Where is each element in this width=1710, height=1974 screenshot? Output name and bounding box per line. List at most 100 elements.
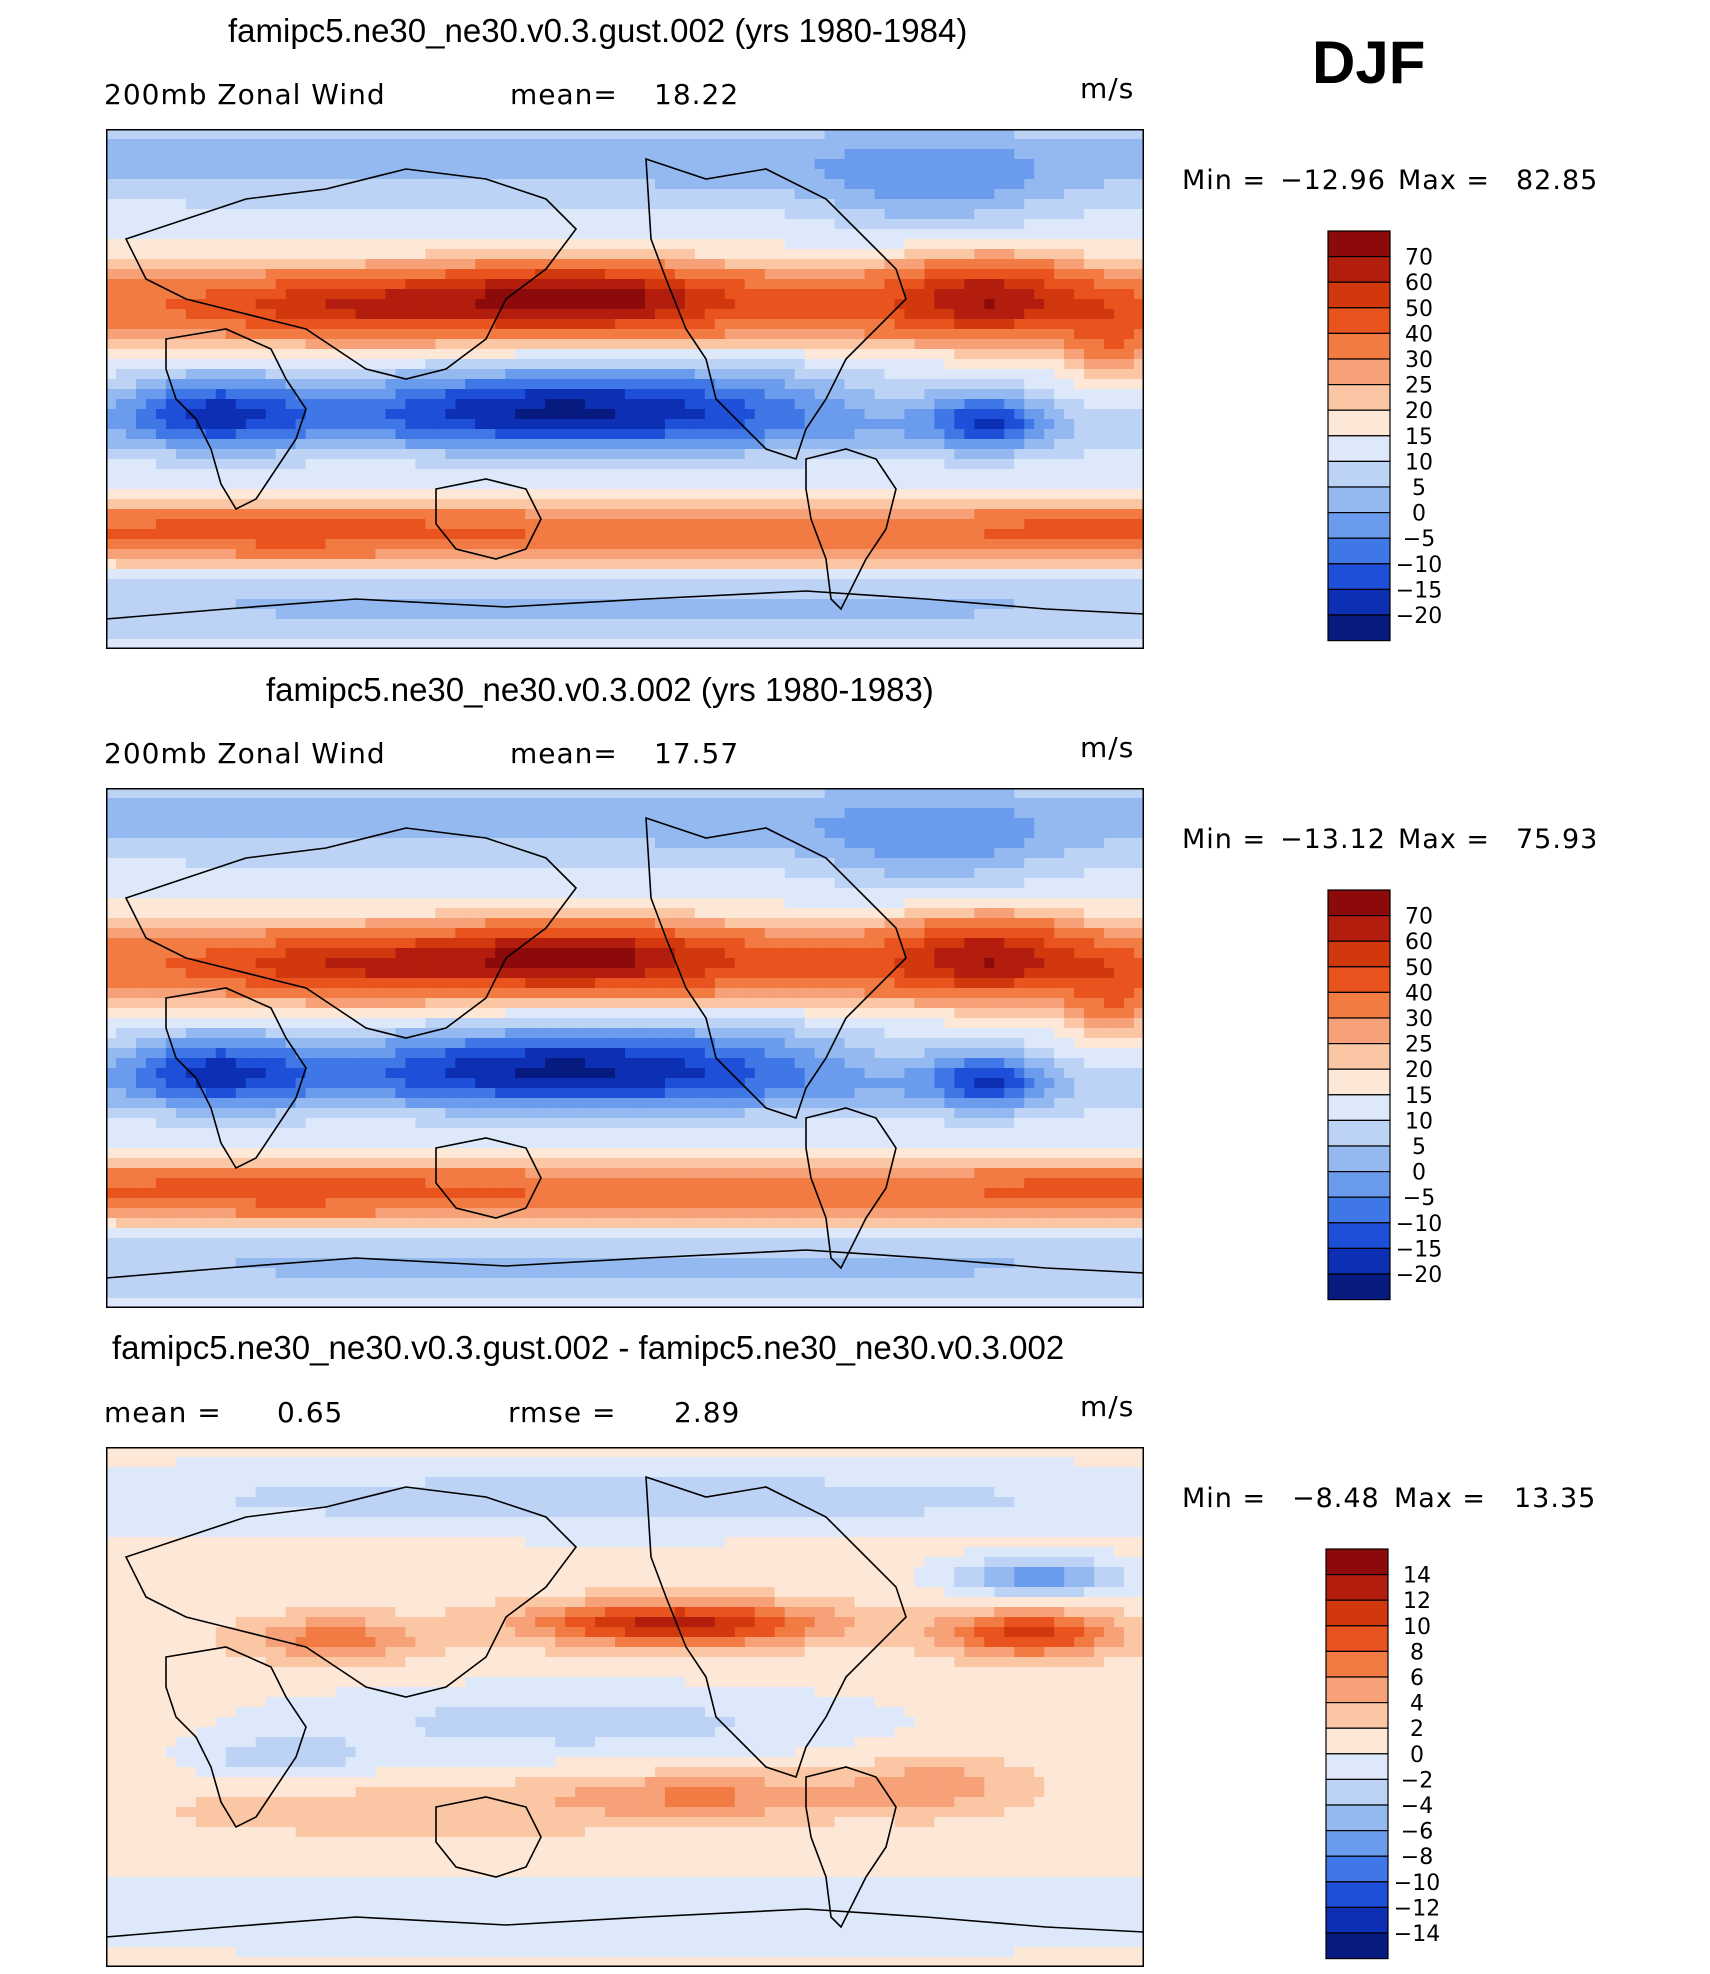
field-cell bbox=[245, 299, 257, 310]
field-cell bbox=[195, 339, 207, 350]
field-cell bbox=[106, 259, 117, 270]
field-cell bbox=[924, 529, 935, 540]
field-cell bbox=[575, 359, 586, 370]
field-cell bbox=[455, 439, 466, 450]
field-cell bbox=[345, 409, 357, 420]
field-cell bbox=[634, 269, 646, 280]
field-cell bbox=[365, 579, 377, 590]
field-cell bbox=[1014, 559, 1025, 570]
field-cell bbox=[175, 179, 187, 190]
field-cell bbox=[215, 169, 227, 180]
field-cell bbox=[674, 579, 686, 590]
field-cell bbox=[1054, 399, 1065, 410]
field-cell bbox=[1094, 419, 1105, 430]
field-cell bbox=[545, 529, 556, 540]
field-cell bbox=[505, 149, 516, 160]
field-cell bbox=[714, 499, 726, 510]
field-cell bbox=[425, 399, 436, 410]
field-cell bbox=[674, 449, 686, 460]
field-cell bbox=[974, 509, 985, 520]
field-cell bbox=[225, 309, 237, 320]
field-cell bbox=[954, 389, 965, 400]
field-cell bbox=[1054, 269, 1065, 280]
field-cell bbox=[425, 249, 436, 260]
field-cell bbox=[634, 479, 646, 490]
field-cell bbox=[634, 599, 646, 610]
field-cell bbox=[495, 279, 506, 290]
field-cell bbox=[734, 399, 746, 410]
field-cell bbox=[674, 259, 686, 270]
field-cell bbox=[235, 179, 247, 190]
field-cell bbox=[135, 569, 147, 580]
field-cell bbox=[964, 579, 975, 590]
field-cell bbox=[475, 509, 486, 520]
field-cell bbox=[1134, 569, 1144, 580]
field-cell bbox=[1004, 289, 1015, 300]
field-cell bbox=[734, 479, 746, 490]
field-cell bbox=[505, 449, 516, 460]
field-cell bbox=[804, 399, 816, 410]
field-cell bbox=[854, 359, 866, 370]
field-cell bbox=[125, 549, 137, 560]
field-cell bbox=[934, 449, 945, 460]
field-cell bbox=[375, 459, 387, 470]
field-cell bbox=[694, 149, 706, 160]
field-cell bbox=[1004, 159, 1015, 170]
field-cell bbox=[355, 179, 367, 190]
field-cell bbox=[874, 449, 886, 460]
field-cell bbox=[834, 379, 846, 390]
field-cell bbox=[734, 169, 746, 180]
field-cell bbox=[445, 539, 456, 550]
field-cell bbox=[1074, 529, 1085, 540]
field-cell bbox=[545, 549, 556, 560]
field-cell bbox=[1104, 349, 1115, 360]
field-cell bbox=[744, 579, 756, 590]
field-cell bbox=[854, 129, 866, 140]
field-cell bbox=[734, 309, 746, 320]
field-cell bbox=[884, 359, 896, 370]
field-cell bbox=[555, 379, 566, 390]
field-cell bbox=[605, 309, 616, 320]
field-cell bbox=[135, 329, 147, 340]
field-cell bbox=[674, 519, 686, 530]
field-cell bbox=[944, 549, 955, 560]
field-cell bbox=[934, 179, 945, 190]
field-cell bbox=[694, 189, 706, 200]
field-cell bbox=[235, 329, 247, 340]
field-cell bbox=[305, 229, 317, 240]
field-cell bbox=[125, 439, 137, 450]
field-cell bbox=[774, 219, 786, 230]
field-cell bbox=[135, 389, 147, 400]
field-cell bbox=[525, 149, 536, 160]
field-cell bbox=[475, 499, 486, 510]
field-cell bbox=[165, 579, 177, 590]
field-cell bbox=[774, 339, 786, 350]
field-cell bbox=[884, 199, 896, 210]
field-cell bbox=[654, 239, 666, 250]
field-cell bbox=[595, 259, 606, 270]
field-cell bbox=[734, 469, 746, 480]
field-cell bbox=[175, 159, 187, 170]
field-cell bbox=[575, 289, 586, 300]
field-cell bbox=[794, 449, 806, 460]
field-cell bbox=[345, 589, 357, 600]
field-cell bbox=[435, 359, 446, 370]
field-cell bbox=[1014, 309, 1025, 320]
field-cell bbox=[375, 449, 387, 460]
field-cell bbox=[235, 599, 247, 610]
field-cell bbox=[724, 509, 736, 520]
field-cell bbox=[445, 399, 456, 410]
field-cell bbox=[385, 449, 397, 460]
field-cell bbox=[305, 199, 317, 210]
field-cell bbox=[425, 579, 436, 590]
field-cell bbox=[245, 249, 257, 260]
field-cell bbox=[385, 549, 397, 560]
field-cell bbox=[155, 259, 167, 270]
field-cell bbox=[824, 459, 836, 470]
field-cell bbox=[944, 519, 955, 530]
field-cell bbox=[1094, 589, 1105, 600]
field-cell bbox=[535, 509, 546, 520]
field-cell bbox=[595, 379, 606, 390]
field-cell bbox=[615, 289, 626, 300]
field-cell bbox=[834, 159, 846, 170]
